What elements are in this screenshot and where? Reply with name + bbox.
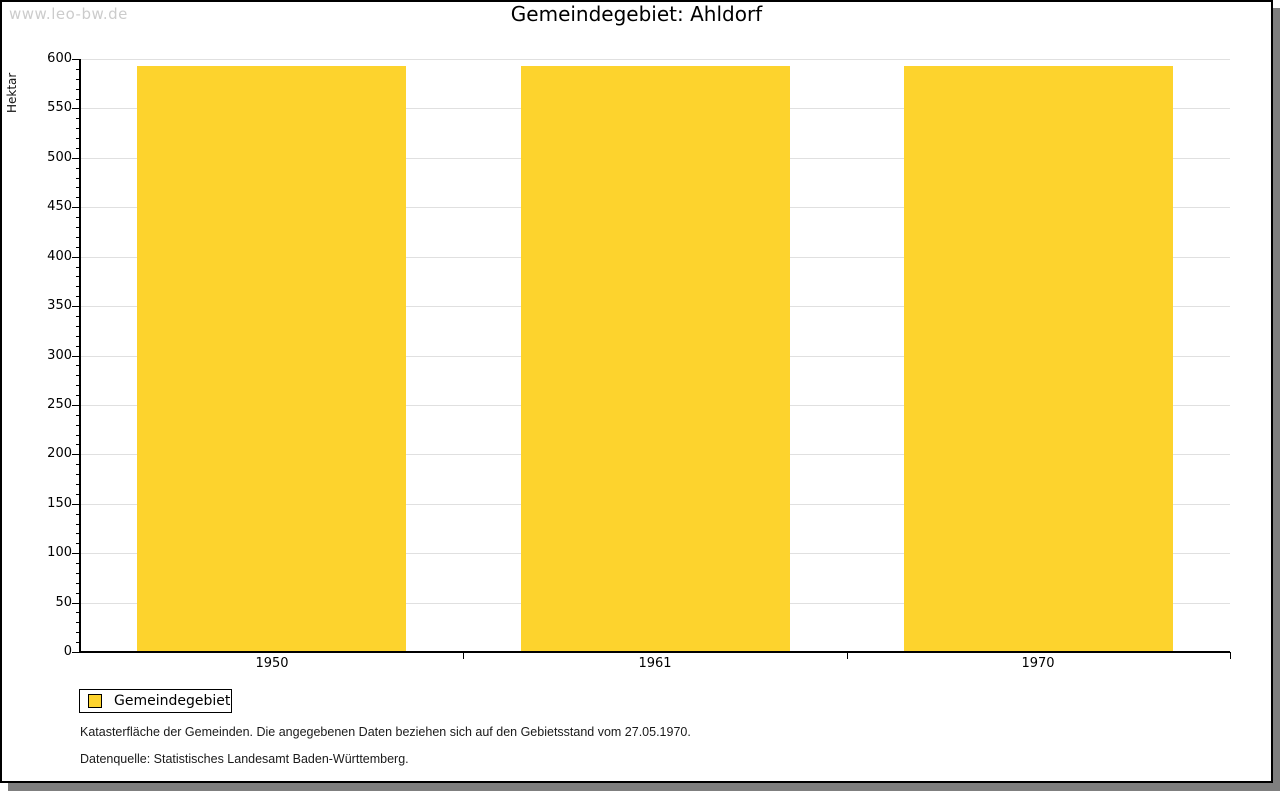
- y-minor-tick: [76, 385, 80, 386]
- y-tick-label: 300: [47, 348, 72, 363]
- y-minor-tick: [76, 474, 80, 475]
- y-minor-tick: [76, 148, 80, 149]
- y-minor-tick: [76, 494, 80, 495]
- y-major-tick: [72, 504, 80, 505]
- y-minor-tick: [76, 593, 80, 594]
- x-axis-line: [79, 651, 1230, 653]
- y-minor-tick: [76, 533, 80, 534]
- watermark: www.leo-bw.de: [9, 5, 128, 23]
- y-tick-label: 250: [47, 397, 72, 412]
- y-minor-tick: [76, 296, 80, 297]
- y-minor-tick: [76, 514, 80, 515]
- y-major-tick: [72, 257, 80, 258]
- y-minor-tick: [76, 187, 80, 188]
- y-minor-tick: [76, 573, 80, 574]
- y-tick-label: 550: [47, 100, 72, 115]
- legend-label: Gemeindegebiet: [114, 693, 231, 709]
- y-major-tick: [72, 553, 80, 554]
- y-minor-tick: [76, 543, 80, 544]
- grid-line: [81, 59, 1230, 60]
- y-minor-tick: [76, 425, 80, 426]
- y-minor-tick: [76, 79, 80, 80]
- y-minor-tick: [76, 346, 80, 347]
- y-tick-label: 400: [47, 249, 72, 264]
- y-minor-tick: [76, 69, 80, 70]
- y-minor-tick: [76, 99, 80, 100]
- y-major-tick: [72, 158, 80, 159]
- y-tick-label: 100: [47, 545, 72, 560]
- y-major-tick: [72, 108, 80, 109]
- x-tick-label: 1961: [638, 656, 672, 671]
- y-tick-label: 350: [47, 298, 72, 313]
- y-minor-tick: [76, 316, 80, 317]
- y-tick-label: 150: [47, 496, 72, 511]
- y-tick-label: 600: [47, 51, 72, 66]
- y-minor-tick: [76, 622, 80, 623]
- y-minor-tick: [76, 632, 80, 633]
- y-minor-tick: [76, 395, 80, 396]
- y-axis-line: [79, 59, 81, 653]
- y-minor-tick: [76, 89, 80, 90]
- y-minor-tick: [76, 267, 80, 268]
- y-major-tick: [72, 405, 80, 406]
- y-minor-tick: [76, 375, 80, 376]
- y-minor-tick: [76, 336, 80, 337]
- y-minor-tick: [76, 484, 80, 485]
- footnote-description: Katasterfläche der Gemeinden. Die angege…: [80, 725, 691, 739]
- chart-title: Gemeindegebiet: Ahldorf: [510, 2, 763, 26]
- y-minor-tick: [76, 612, 80, 613]
- y-minor-tick: [76, 642, 80, 643]
- y-minor-tick: [76, 464, 80, 465]
- y-minor-tick: [76, 138, 80, 139]
- y-minor-tick: [76, 217, 80, 218]
- y-major-tick: [72, 652, 80, 653]
- y-minor-tick: [76, 197, 80, 198]
- x-boundary-tick: [847, 652, 848, 659]
- footnote-datasource: Datenquelle: Statistisches Landesamt Bad…: [80, 752, 409, 766]
- y-tick-label: 200: [47, 446, 72, 461]
- bar-1950: [137, 66, 406, 652]
- y-minor-tick: [76, 247, 80, 248]
- y-minor-tick: [76, 118, 80, 119]
- y-minor-tick: [76, 178, 80, 179]
- y-minor-tick: [76, 168, 80, 169]
- y-minor-tick: [76, 583, 80, 584]
- y-major-tick: [72, 356, 80, 357]
- y-major-tick: [72, 306, 80, 307]
- legend: Gemeindegebiet: [79, 689, 232, 713]
- y-minor-tick: [76, 237, 80, 238]
- y-major-tick: [72, 603, 80, 604]
- y-tick-label: 500: [47, 150, 72, 165]
- x-tick-label: 1970: [1021, 656, 1055, 671]
- x-tick-label: 1950: [255, 656, 289, 671]
- y-tick-label: 450: [47, 199, 72, 214]
- y-minor-tick: [76, 326, 80, 327]
- y-minor-tick: [76, 227, 80, 228]
- y-minor-tick: [76, 435, 80, 436]
- x-boundary-tick: [463, 652, 464, 659]
- y-minor-tick: [76, 276, 80, 277]
- x-boundary-tick: [1230, 652, 1231, 659]
- y-major-tick: [72, 207, 80, 208]
- y-minor-tick: [76, 286, 80, 287]
- bar-1970: [904, 66, 1173, 652]
- bar-1961: [521, 66, 790, 652]
- y-minor-tick: [76, 524, 80, 525]
- y-minor-tick: [76, 415, 80, 416]
- y-minor-tick: [76, 563, 80, 564]
- y-minor-tick: [76, 444, 80, 445]
- y-major-tick: [72, 454, 80, 455]
- y-minor-tick: [76, 365, 80, 366]
- y-tick-label: 0: [63, 644, 72, 659]
- y-major-tick: [72, 59, 80, 60]
- legend-swatch: [88, 694, 102, 708]
- y-minor-tick: [76, 128, 80, 129]
- y-tick-label: 50: [55, 595, 72, 610]
